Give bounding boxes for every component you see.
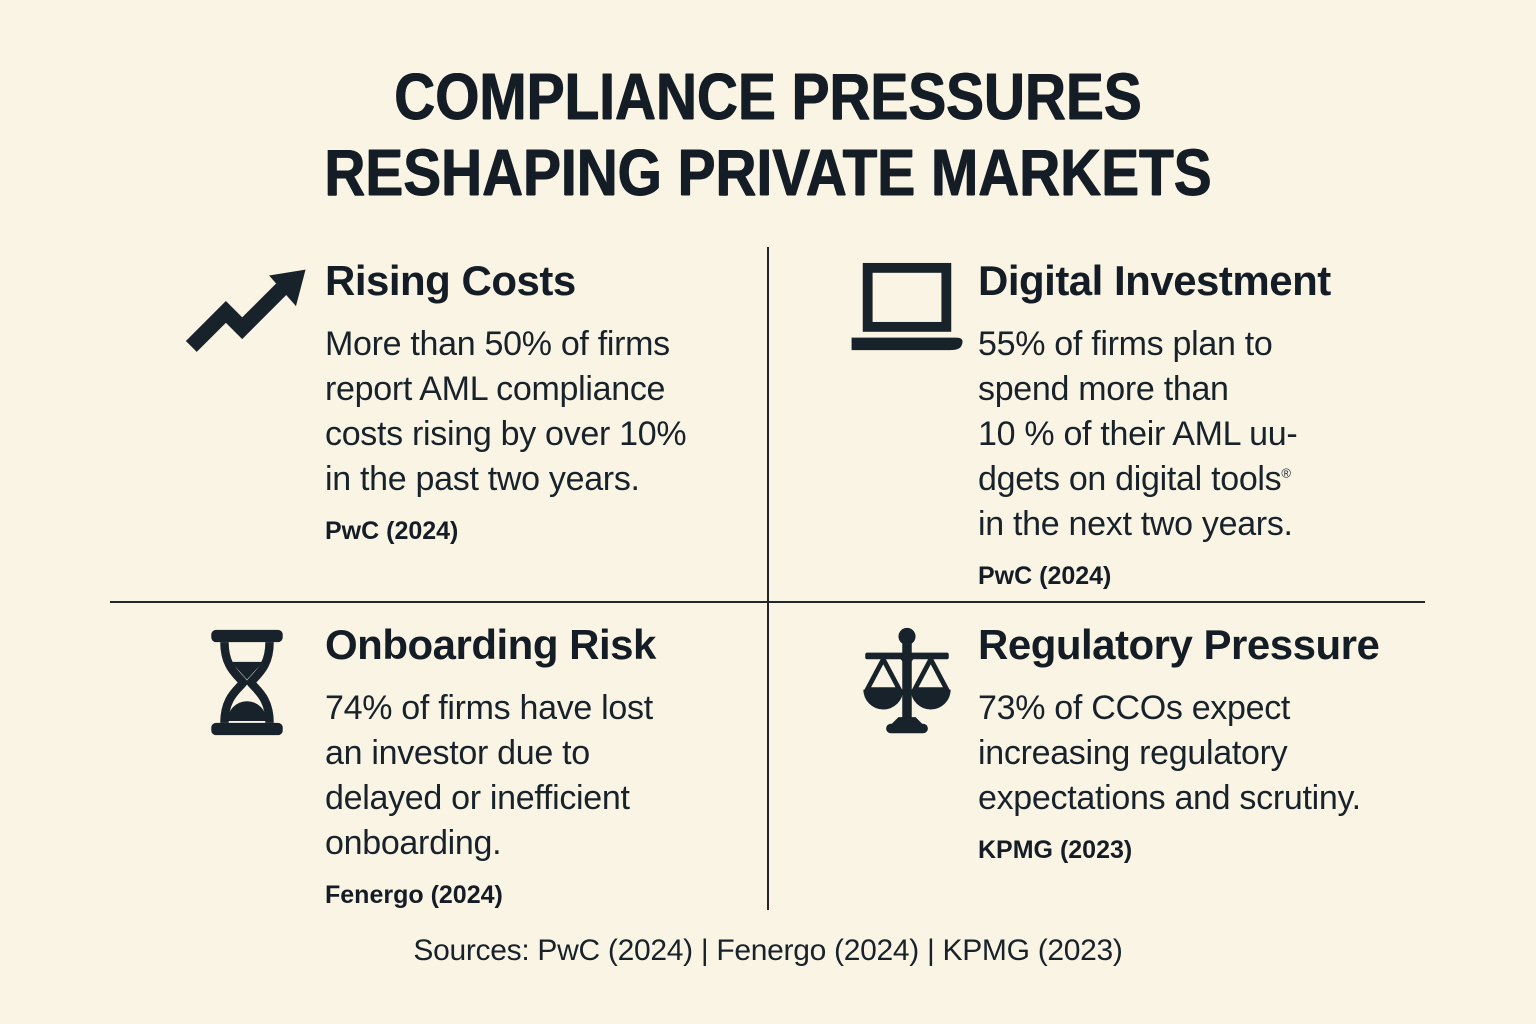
quadrant-body: More than 50% of firms report AML compli… xyxy=(325,325,687,498)
quadrant-source: PwC (2024) xyxy=(325,517,459,545)
registered-mark: ® xyxy=(1281,465,1291,481)
quadrant-body: 55% of firms plan to spend more than 10 … xyxy=(978,322,1476,547)
quadrant-regulatory-pressure: Regulatory Pressure 73% of CCOs expect i… xyxy=(836,618,1476,865)
laptop-icon xyxy=(836,254,978,356)
page-title-line2: RESHAPING PRIVATE MARKETS xyxy=(324,135,1212,209)
vertical-divider xyxy=(767,247,769,910)
quadrant-body: 74% of firms have lost an investor due t… xyxy=(325,689,653,862)
quadrant-source: KPMG (2023) xyxy=(978,836,1133,864)
horizontal-divider xyxy=(110,601,1425,603)
trend-up-icon xyxy=(168,254,325,358)
page-title: COMPLIANCE PRESSURES RESHAPING PRIVATE M… xyxy=(108,58,1429,210)
quadrant-rising-costs: Rising Costs More than 50% of firms repo… xyxy=(168,254,768,546)
quadrant-heading: Onboarding Risk xyxy=(325,621,656,668)
quadrant-body-text: in the next two years. xyxy=(978,505,1293,543)
quadrant-heading: Regulatory Pressure xyxy=(978,621,1380,668)
quadrant-source: PwC (2024) xyxy=(978,562,1112,590)
scales-icon xyxy=(836,618,978,738)
quadrant-body: 73% of CCOs expect increasing regulatory… xyxy=(978,689,1361,817)
page-title-line1: COMPLIANCE PRESSURES xyxy=(394,59,1142,133)
quadrant-heading: Digital Investment xyxy=(978,257,1331,304)
quadrant-onboarding-risk: Onboarding Risk 74% of firms have lost a… xyxy=(168,618,768,910)
quadrant-source: Fenergo (2024) xyxy=(325,881,503,909)
quadrant-heading: Rising Costs xyxy=(325,257,576,304)
quadrant-digital-investment: Digital Investment 55% of firms plan to … xyxy=(836,254,1476,591)
sources-footer: Sources: PwC (2024) | Fenergo (2024) | K… xyxy=(413,934,1123,967)
hourglass-icon xyxy=(168,618,325,739)
quadrant-body-text: 55% of firms plan to spend more than 10 … xyxy=(978,325,1298,498)
